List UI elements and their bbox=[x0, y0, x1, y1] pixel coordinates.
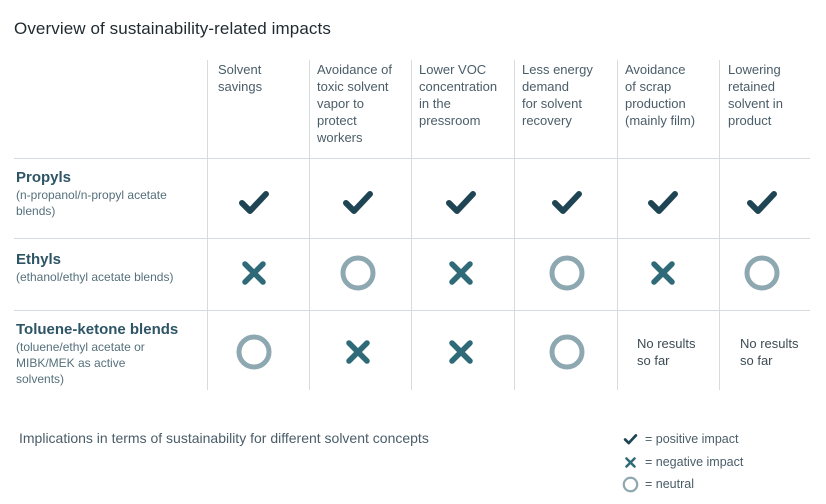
column-header-line: Avoidance of bbox=[317, 62, 392, 77]
column-header-line: vapor to bbox=[317, 96, 364, 111]
cell-text-line: so far bbox=[740, 353, 773, 368]
circle-icon bbox=[732, 251, 792, 295]
column-header-line: toxic solvent bbox=[317, 79, 389, 94]
checkmark-icon bbox=[633, 181, 693, 225]
row-label-title: Ethyls bbox=[16, 251, 62, 268]
checkmark-icon bbox=[431, 181, 491, 225]
legend-item: = neutral bbox=[621, 475, 694, 493]
circle-icon bbox=[537, 330, 597, 374]
column-divider bbox=[207, 60, 208, 390]
circle-icon bbox=[224, 330, 284, 374]
column-header-line: concentration bbox=[419, 79, 498, 94]
checkmark-icon bbox=[732, 181, 792, 225]
row-divider bbox=[14, 158, 810, 159]
column-divider bbox=[617, 60, 618, 390]
row-label-title: Toluene-ketone blends bbox=[16, 321, 179, 338]
checkmark-icon bbox=[224, 181, 284, 225]
cell-text-line: No results bbox=[740, 336, 799, 351]
legend-label: = positive impact bbox=[645, 432, 739, 446]
row-label: Toluene-ketone blends (toluene/ethyl acet… bbox=[16, 320, 204, 387]
column-header-line: Avoidance bbox=[625, 62, 686, 77]
row-label-subtitle: (toluene/ethyl acetate or bbox=[16, 340, 145, 354]
column-header-line: product bbox=[728, 113, 772, 128]
figure-caption: Implications in terms of sustainability … bbox=[19, 430, 429, 446]
legend-label: = negative impact bbox=[645, 455, 744, 469]
column-header-line: for solvent bbox=[522, 96, 582, 111]
checkmark-icon bbox=[328, 181, 388, 225]
column-header-line: production bbox=[625, 96, 686, 111]
column-divider bbox=[411, 60, 412, 390]
legend-label: = neutral bbox=[645, 477, 694, 491]
row-label-subtitle: (ethanol/ethyl acetate blends) bbox=[16, 270, 174, 284]
legend-item: = positive impact bbox=[621, 430, 738, 448]
checkmark-icon bbox=[621, 430, 639, 448]
column-divider bbox=[309, 60, 310, 390]
column-header-line: recovery bbox=[522, 113, 572, 128]
column-header-line: workers bbox=[317, 130, 363, 145]
column-header-line: solvent in bbox=[728, 96, 783, 111]
column-header-line: Lower VOC bbox=[419, 62, 487, 77]
column-header-line: in the bbox=[419, 96, 451, 111]
column-header-line: Less energy bbox=[522, 62, 593, 77]
cell-text: No results so far bbox=[637, 335, 717, 369]
circle-icon bbox=[537, 251, 597, 295]
column-header-line: Solvent bbox=[218, 62, 262, 77]
circle-icon bbox=[621, 475, 639, 493]
column-divider bbox=[514, 60, 515, 390]
cross-icon bbox=[633, 251, 693, 295]
row-label: Ethyls (ethanol/ethyl acetate blends) bbox=[16, 250, 204, 285]
column-header: Solvent savings bbox=[218, 61, 262, 95]
column-header-line: savings bbox=[218, 79, 263, 94]
column-header-line: protect bbox=[317, 113, 357, 128]
row-label-subtitle: solvents) bbox=[16, 372, 65, 386]
column-header-line: of scrap bbox=[625, 79, 672, 94]
row-divider bbox=[14, 310, 810, 311]
page-title: Overview of sustainability-related impac… bbox=[14, 19, 331, 38]
cross-icon bbox=[224, 251, 284, 295]
column-header-line: retained bbox=[728, 79, 775, 94]
row-label: Propyls (n-propanol/n-propyl acetate blend… bbox=[16, 168, 204, 219]
cross-icon bbox=[621, 453, 639, 471]
cell-text-line: No results bbox=[637, 336, 696, 351]
column-header: Avoidance of scrap production (mainly film) bbox=[625, 61, 695, 129]
cell-text-line: so far bbox=[637, 353, 670, 368]
column-header-line: demand bbox=[522, 79, 569, 94]
cross-icon bbox=[431, 251, 491, 295]
row-label-subtitle: blends) bbox=[16, 204, 56, 218]
column-divider bbox=[719, 60, 720, 390]
column-header: Lowering retained solvent in product bbox=[728, 61, 783, 129]
column-header: Avoidance of toxic solvent vapor to protect… bbox=[317, 61, 392, 146]
column-header-line: Lowering bbox=[728, 62, 781, 77]
cross-icon bbox=[328, 330, 388, 374]
column-header: Lower VOC concentration in the pressroom bbox=[419, 61, 497, 129]
checkmark-icon bbox=[537, 181, 597, 225]
row-label-title: Propyls bbox=[16, 169, 72, 186]
row-divider bbox=[14, 238, 810, 239]
row-label-subtitle: (n-propanol/n-propyl acetate bbox=[16, 188, 167, 202]
circle-icon bbox=[328, 251, 388, 295]
column-header-line: pressroom bbox=[419, 113, 481, 128]
column-header-line: (mainly film) bbox=[625, 113, 696, 128]
row-label-subtitle: MIBK/MEK as active bbox=[16, 356, 126, 370]
cross-icon bbox=[431, 330, 491, 374]
cell-text: No results so far bbox=[740, 335, 820, 369]
legend-item: = negative impact bbox=[621, 453, 743, 471]
column-header: Less energy demand for solvent recovery bbox=[522, 61, 593, 129]
